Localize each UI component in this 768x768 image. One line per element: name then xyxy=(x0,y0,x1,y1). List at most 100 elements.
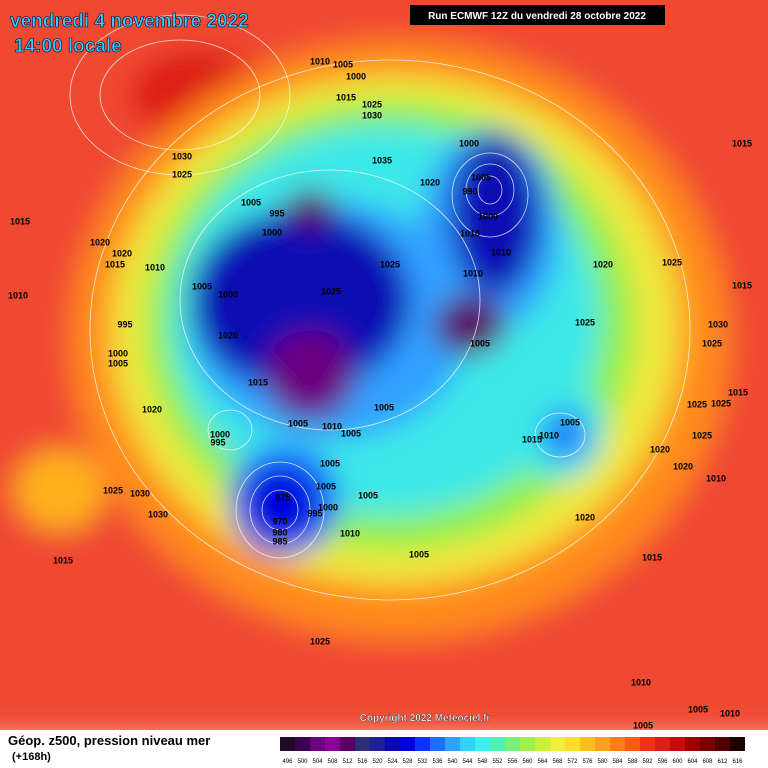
pressure-label: 980 xyxy=(272,527,287,537)
pressure-label: 1020 xyxy=(90,237,110,247)
pressure-label: 1015 xyxy=(732,138,752,148)
pressure-label: 1000 xyxy=(210,429,230,439)
colorbar-swatch xyxy=(310,737,325,751)
colorbar-label: 540 xyxy=(447,759,458,765)
colorbar-swatch xyxy=(475,737,490,751)
pressure-label: 1000 xyxy=(459,138,479,148)
pressure-label: 1030 xyxy=(172,151,192,161)
colorbar-swatch xyxy=(325,737,340,751)
colorbar-swatch xyxy=(490,737,505,751)
pressure-label: 1005 xyxy=(333,59,353,69)
colorbar-label: 572 xyxy=(567,759,578,765)
pressure-label: 1025 xyxy=(362,99,382,109)
legend-title: Géop. z500, pression niveau mer xyxy=(8,733,210,748)
colorbar-swatch xyxy=(550,737,565,751)
colorbar-swatch xyxy=(430,737,445,751)
colorbar-swatch xyxy=(535,737,550,751)
pressure-label: 1025 xyxy=(662,257,682,267)
pressure-label: 1000 xyxy=(262,227,282,237)
run-info: Run ECMWF 12Z du vendredi 28 octobre 202… xyxy=(428,11,646,22)
colorbar-label: 532 xyxy=(417,759,428,765)
pressure-label: 1020 xyxy=(112,248,132,258)
pressure-label: 1020 xyxy=(673,461,693,471)
pressure-label: 1025 xyxy=(321,286,341,296)
pressure-label: 1025 xyxy=(692,430,712,440)
colorbar-swatch xyxy=(670,737,685,751)
pressure-label: 1005 xyxy=(471,172,491,182)
colorbar-swatch xyxy=(370,737,385,751)
colorbar-label: 596 xyxy=(657,759,668,765)
pressure-label: 1025 xyxy=(310,636,330,646)
colorbar-label: 608 xyxy=(702,759,713,765)
colorbar-label: 520 xyxy=(372,759,383,765)
run-box xyxy=(410,5,665,25)
pressure-label: 1005 xyxy=(341,428,361,438)
pressure-label: 1010 xyxy=(310,56,330,66)
pressure-label: 1005 xyxy=(288,418,308,428)
pressure-label: 1015 xyxy=(732,280,752,290)
pressure-label: 1025 xyxy=(103,485,123,495)
pressure-label: 1005 xyxy=(192,281,212,291)
pressure-label: 1010 xyxy=(720,708,740,718)
pressure-label: 1025 xyxy=(711,398,731,408)
pressure-label: 1010 xyxy=(8,290,28,300)
pressure-label: 1030 xyxy=(148,509,168,519)
pressure-label: 990 xyxy=(462,186,477,196)
colorbar-label: 568 xyxy=(552,759,563,765)
copyright: Copyright 2022 Meteociel.fr xyxy=(360,713,491,724)
isobars xyxy=(69,14,691,601)
colorbar-swatch xyxy=(385,737,400,751)
pressure-label: 1025 xyxy=(575,317,595,327)
colorbar-label: 564 xyxy=(537,759,548,765)
pressure-label: 1015 xyxy=(10,216,30,226)
pressure-label: 1030 xyxy=(130,488,150,498)
colorbar-label: 600 xyxy=(672,759,683,765)
pressure-label: 995 xyxy=(307,508,322,518)
colorbar-swatch xyxy=(700,737,715,751)
pressure-label: 1010 xyxy=(340,528,360,538)
pressure-label: 1025 xyxy=(702,338,722,348)
pressure-label: 1015 xyxy=(53,555,73,565)
time-title: 14:00 locale xyxy=(14,36,122,57)
pressure-label: 1025 xyxy=(172,169,192,179)
colorbar-swatch xyxy=(340,737,355,751)
pressure-label: 1035 xyxy=(372,155,392,165)
colorbar-label: 612 xyxy=(717,759,728,765)
pressure-label: 1010 xyxy=(631,677,651,687)
colorbar-swatch xyxy=(280,737,295,751)
colorbar-swatch xyxy=(730,737,745,751)
colorbar-label: 512 xyxy=(342,759,353,765)
pressure-label: 995 xyxy=(269,208,284,218)
pressure-label: 1005 xyxy=(409,549,429,559)
pressure-label: 1020 xyxy=(218,330,238,340)
pressure-label: 1020 xyxy=(593,259,613,269)
pressure-label: 1020 xyxy=(575,512,595,522)
colorbar-label: 560 xyxy=(522,759,533,765)
colorbar-label: 528 xyxy=(402,759,413,765)
pressure-label: 1000 xyxy=(346,71,366,81)
pressure-label: 1005 xyxy=(320,458,340,468)
pressure-label: 1005 xyxy=(560,417,580,427)
pressure-label: 1005 xyxy=(108,358,128,368)
colorbar: 496 500 504 508 512 516 520 524 528 532 536 540 544 5… xyxy=(280,737,745,765)
colorbar-label: 496 xyxy=(282,759,293,765)
colorbar-swatch xyxy=(460,737,475,751)
pressure-label: 1010 xyxy=(322,421,342,431)
pressure-label: 1010 xyxy=(491,247,511,257)
pressure-label: 1030 xyxy=(708,319,728,329)
pressure-label: 1010 xyxy=(539,430,559,440)
legend-subtitle: (+168h) xyxy=(12,751,51,763)
pressure-label: 1015 xyxy=(248,377,268,387)
pressure-label: 1015 xyxy=(728,387,748,397)
pressure-label: 1000 xyxy=(108,348,128,358)
colorbar-swatch xyxy=(640,737,655,751)
pressure-label: 995 xyxy=(117,319,132,329)
colorbar-label: 556 xyxy=(507,759,518,765)
colorbar-swatch xyxy=(565,737,580,751)
pressure-label: 1005 xyxy=(316,481,336,491)
colorbar-swatch xyxy=(445,737,460,751)
pressure-label: 985 xyxy=(272,536,287,546)
pressure-label: 1000 xyxy=(478,211,498,221)
colorbar-label: 584 xyxy=(612,759,623,765)
